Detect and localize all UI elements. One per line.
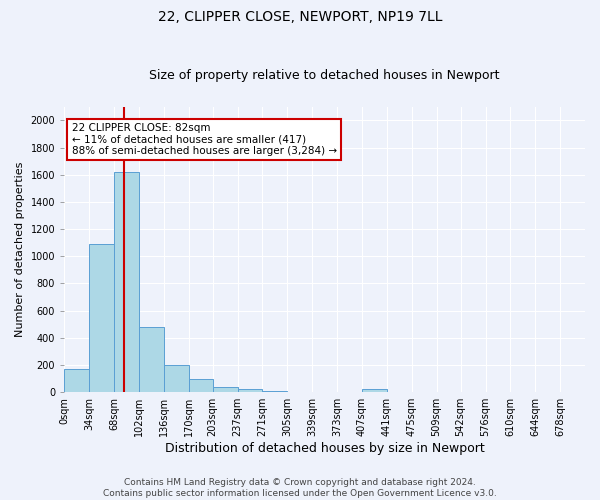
Bar bbox=[64, 369, 89, 392]
Bar bbox=[89, 244, 114, 392]
Bar bbox=[114, 172, 139, 392]
Text: Contains HM Land Registry data © Crown copyright and database right 2024.
Contai: Contains HM Land Registry data © Crown c… bbox=[103, 478, 497, 498]
Y-axis label: Number of detached properties: Number of detached properties bbox=[15, 162, 25, 337]
Title: Size of property relative to detached houses in Newport: Size of property relative to detached ho… bbox=[149, 69, 500, 82]
Bar bbox=[188, 378, 214, 392]
Bar bbox=[164, 365, 188, 392]
Bar bbox=[362, 390, 387, 392]
Bar bbox=[238, 390, 262, 392]
X-axis label: Distribution of detached houses by size in Newport: Distribution of detached houses by size … bbox=[165, 442, 484, 455]
Bar bbox=[262, 391, 287, 392]
Bar bbox=[139, 327, 164, 392]
Text: 22, CLIPPER CLOSE, NEWPORT, NP19 7LL: 22, CLIPPER CLOSE, NEWPORT, NP19 7LL bbox=[158, 10, 442, 24]
Bar bbox=[212, 387, 238, 392]
Text: 22 CLIPPER CLOSE: 82sqm
← 11% of detached houses are smaller (417)
88% of semi-d: 22 CLIPPER CLOSE: 82sqm ← 11% of detache… bbox=[71, 123, 337, 156]
